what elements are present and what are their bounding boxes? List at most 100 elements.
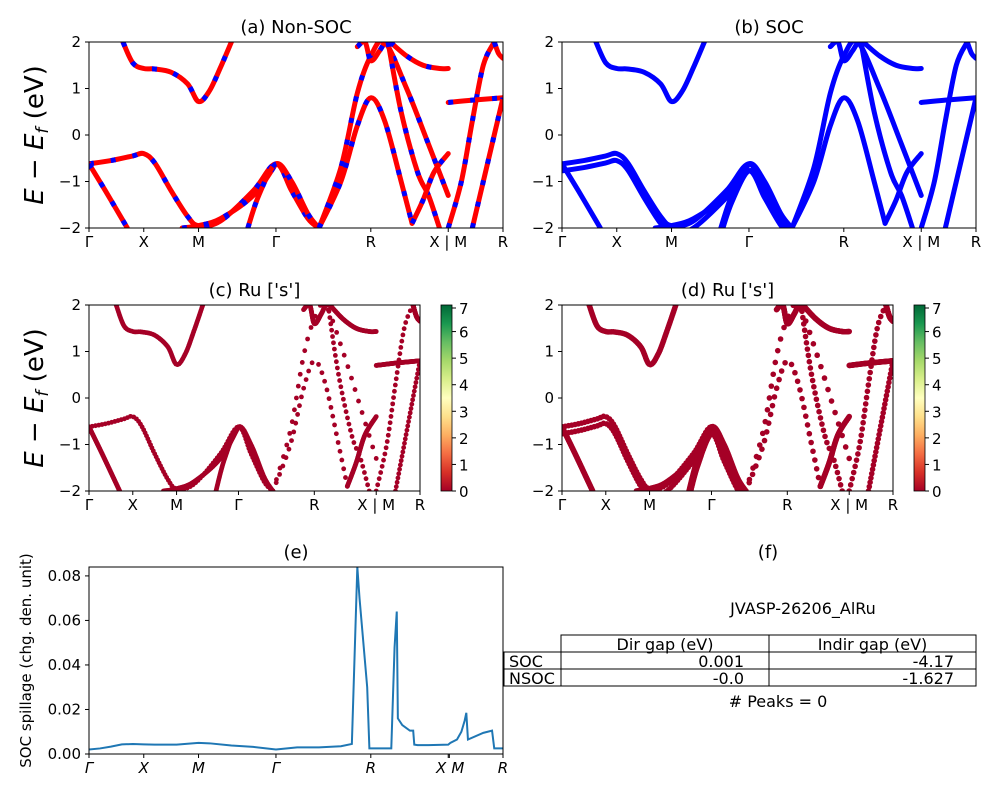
projection-point [740,490,742,491]
projection-point [816,408,822,415]
projection-point [322,378,328,384]
projection-point [761,437,768,444]
projection-point [804,422,811,428]
projection-point [741,493,747,499]
ylabel-E2: E [20,396,50,413]
plot-area-e [89,567,503,751]
projection-point [812,390,818,396]
projection-point [873,444,880,451]
x-tick-label: M [192,233,205,251]
projection-point [305,336,310,342]
projection-point [871,344,877,351]
projection-point [818,363,824,370]
projection-point [846,413,853,420]
projection-point [834,469,841,476]
projection-point [804,346,811,352]
projection-point [414,375,420,381]
projection-point [870,462,877,468]
projection-point [765,420,772,426]
nonsoc-band-line [316,95,415,228]
soc-band-line [562,161,603,228]
nonsoc-band-line [179,161,279,228]
x-tick-label: R [366,759,376,777]
projection-point [662,490,665,491]
projection-point [767,411,774,418]
ylabel-E: E [20,188,50,205]
projection-point [850,469,857,476]
projection-point [393,488,398,491]
projection-point [396,471,402,477]
axes-frame-a [88,41,504,229]
x-tick-label: X [435,759,447,777]
projection-point [417,318,420,324]
projection-point [402,436,408,442]
projection-point [817,415,824,421]
panel-title-e: (e) [283,542,308,563]
projection-point [406,419,411,424]
projection-point [385,432,391,438]
nonsoc-band-line [316,42,451,228]
projection-point [802,333,809,340]
projection-point [327,315,333,321]
projection-point [384,439,390,444]
projection-point [415,371,420,377]
projection-point [807,365,814,371]
projection-point [366,433,372,438]
projection-point [409,401,415,407]
projection-point [740,491,746,497]
projection-point [415,367,420,372]
projection-point [406,414,412,420]
x-tick-label: M [451,759,464,777]
projection-point [815,474,822,481]
projection-point [388,414,394,419]
colorbar-bar [913,304,926,492]
nonsoc-band-line [120,42,234,105]
y-tick-label: 0 [544,389,554,407]
colorbar-tick-label: 3 [932,403,942,421]
projection-point [401,445,407,450]
projection-point [324,387,330,393]
projection-point [397,462,403,468]
projection-point [363,421,369,427]
projection-point [821,375,828,381]
panel-title-f: (f) [758,542,778,563]
x-tick-label: Γ [234,496,243,514]
projection-point [325,305,331,308]
y-tick-label: 1 [71,80,81,98]
soc-band-split-line [562,157,787,228]
x-tick-label: M [192,759,205,777]
projection-point [346,421,352,427]
projection-point [773,385,780,392]
y-tick-label: −2 [532,219,554,237]
projection-point [365,482,371,488]
table-header-indir-gap: Indir gap (eV) [818,635,928,654]
x-tick-label: Γ [85,496,94,514]
x-tick-label: X | M [902,233,940,251]
projection-point [781,324,787,331]
projection-point [855,451,861,457]
projection-point [778,368,785,374]
projection-point [299,394,304,400]
projection-point [342,403,348,408]
table-cell-indir-gap: -1.627 [902,669,954,688]
x-tick-label: X | M [429,233,467,251]
y-tick-label: 0.04 [48,656,81,674]
y-tick-label: −2 [59,219,81,237]
projection-point [806,358,813,365]
x-tick-label: X [128,496,138,514]
projection-point [293,420,299,426]
x-tick-label: X | M [830,496,868,514]
projection-point [402,440,407,446]
projection-point [872,338,878,344]
projection-point [341,352,347,358]
axes-frame-e [88,566,504,755]
projection-point [777,336,784,342]
projection-point [289,438,294,443]
projection-point [338,384,344,390]
x-tick-label: R [415,496,425,514]
projection-point [407,308,413,314]
colorbar-tick-label: 0 [459,483,469,501]
projection-point [842,444,849,450]
projection-point [359,410,365,415]
